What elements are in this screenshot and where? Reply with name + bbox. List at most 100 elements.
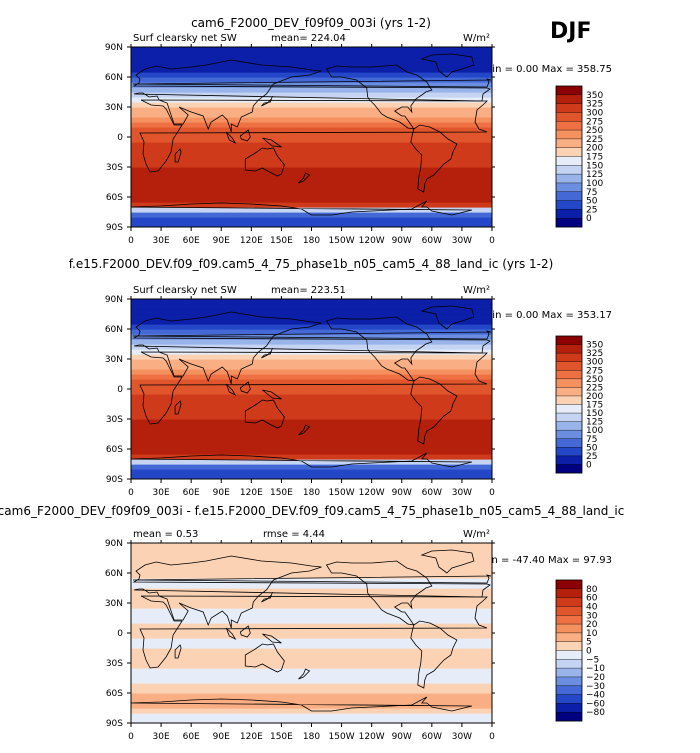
colorbar-label: 100	[586, 426, 603, 436]
lat-band	[131, 653, 492, 659]
lat-band	[131, 344, 492, 350]
lat-band	[131, 334, 492, 340]
x-tick-label: 30E	[153, 488, 170, 498]
lat-band	[131, 683, 492, 689]
y-tick-label: 0	[117, 133, 123, 143]
coastline	[132, 330, 492, 340]
colorbar-label: 50	[586, 197, 598, 207]
lat-band	[131, 192, 492, 198]
coastline	[494, 79, 700, 87]
lat-band	[131, 87, 492, 93]
coastline	[688, 561, 700, 625]
y-tick-label: 60S	[106, 193, 123, 203]
lat-band	[131, 117, 492, 123]
coastline	[0, 201, 111, 215]
coastline	[622, 96, 633, 106]
colorbar-swatch	[556, 632, 582, 642]
x-tick-label: 0	[128, 488, 134, 498]
coastline	[0, 561, 71, 625]
colorbar-label: 40	[586, 602, 598, 612]
lat-band	[131, 172, 492, 178]
colorbar-swatch	[556, 395, 582, 405]
x-tick-label: 60E	[183, 236, 200, 246]
coastline	[298, 668, 311, 680]
colorbar-label: 225	[586, 135, 603, 145]
coastline	[174, 400, 182, 415]
coastline	[0, 312, 129, 384]
colorbar-label: 350	[586, 341, 603, 351]
lat-band	[131, 374, 492, 380]
lat-band	[131, 663, 492, 669]
x-tick-label: 150W	[329, 236, 355, 246]
lat-band	[131, 152, 492, 158]
lat-band	[131, 414, 492, 420]
colorbar-label: −60	[586, 699, 605, 709]
lat-band	[131, 648, 492, 654]
colorbar-swatch	[556, 694, 582, 704]
x-tick-label: 90E	[213, 236, 230, 246]
mean-label: mean= 224.04	[271, 33, 346, 44]
lat-band	[131, 713, 492, 719]
coastline	[0, 65, 71, 129]
colorbar-swatch	[556, 588, 582, 598]
lat-band	[131, 623, 492, 629]
colorbar-label: 200	[586, 392, 603, 402]
lat-band	[131, 459, 492, 465]
lat-band	[131, 127, 492, 133]
colorbar-swatch	[556, 86, 582, 96]
y-tick-label: 0	[117, 629, 123, 639]
coastline	[601, 626, 611, 637]
colorbar-swatch	[556, 404, 582, 414]
coastline	[0, 697, 111, 711]
lat-band	[131, 603, 492, 609]
coastline	[0, 453, 111, 467]
coastline	[622, 348, 633, 358]
coastline	[262, 389, 282, 400]
field-shading	[0, 299, 633, 479]
coastline	[536, 401, 542, 414]
coastline	[239, 381, 251, 394]
x-tick-label: 60W	[422, 732, 442, 742]
lat-band	[131, 137, 492, 143]
lat-band	[131, 613, 492, 619]
colorbar-label: 350	[586, 91, 603, 101]
lat-band	[131, 543, 492, 549]
colorbar-swatch	[556, 156, 582, 166]
colorbar-label: −10	[586, 664, 605, 674]
colorbar-swatch	[556, 209, 582, 219]
colorbar-label: −20	[586, 673, 605, 683]
coastline	[536, 149, 542, 162]
coastline	[174, 148, 182, 163]
coastline	[298, 172, 311, 184]
x-tick-label: 180	[303, 488, 320, 498]
y-tick-label: 30S	[106, 163, 123, 173]
coastline	[420, 305, 475, 330]
colorbar-label: 30	[586, 611, 598, 621]
x-tick-label: 180	[303, 732, 320, 742]
mean-label: mean = 0.53	[133, 529, 198, 540]
field-label: Surf clearsky net SW	[133, 285, 237, 296]
colorbar-swatch	[556, 430, 582, 440]
y-tick-label: 60N	[105, 73, 123, 83]
coastline	[536, 645, 542, 658]
lat-band	[131, 454, 492, 460]
colorbar-label: 20	[586, 620, 598, 630]
colorbar-label: 150	[586, 161, 603, 171]
lat-band	[131, 162, 492, 168]
lat-band	[131, 132, 492, 138]
colorbar-swatch	[556, 387, 582, 397]
lat-band	[131, 47, 492, 53]
x-tick-label: 60E	[183, 732, 200, 742]
lat-band	[131, 107, 492, 113]
lat-band	[131, 608, 492, 614]
lat-band	[131, 449, 492, 455]
x-tick-label: 90W	[392, 488, 412, 498]
lat-band	[131, 469, 492, 475]
colorbar-label: 275	[586, 117, 603, 127]
colorbar-swatch	[556, 378, 582, 388]
colorbar-swatch	[556, 421, 582, 431]
x-tick-label: 0	[489, 236, 495, 246]
colorbar-label: 200	[586, 144, 603, 154]
